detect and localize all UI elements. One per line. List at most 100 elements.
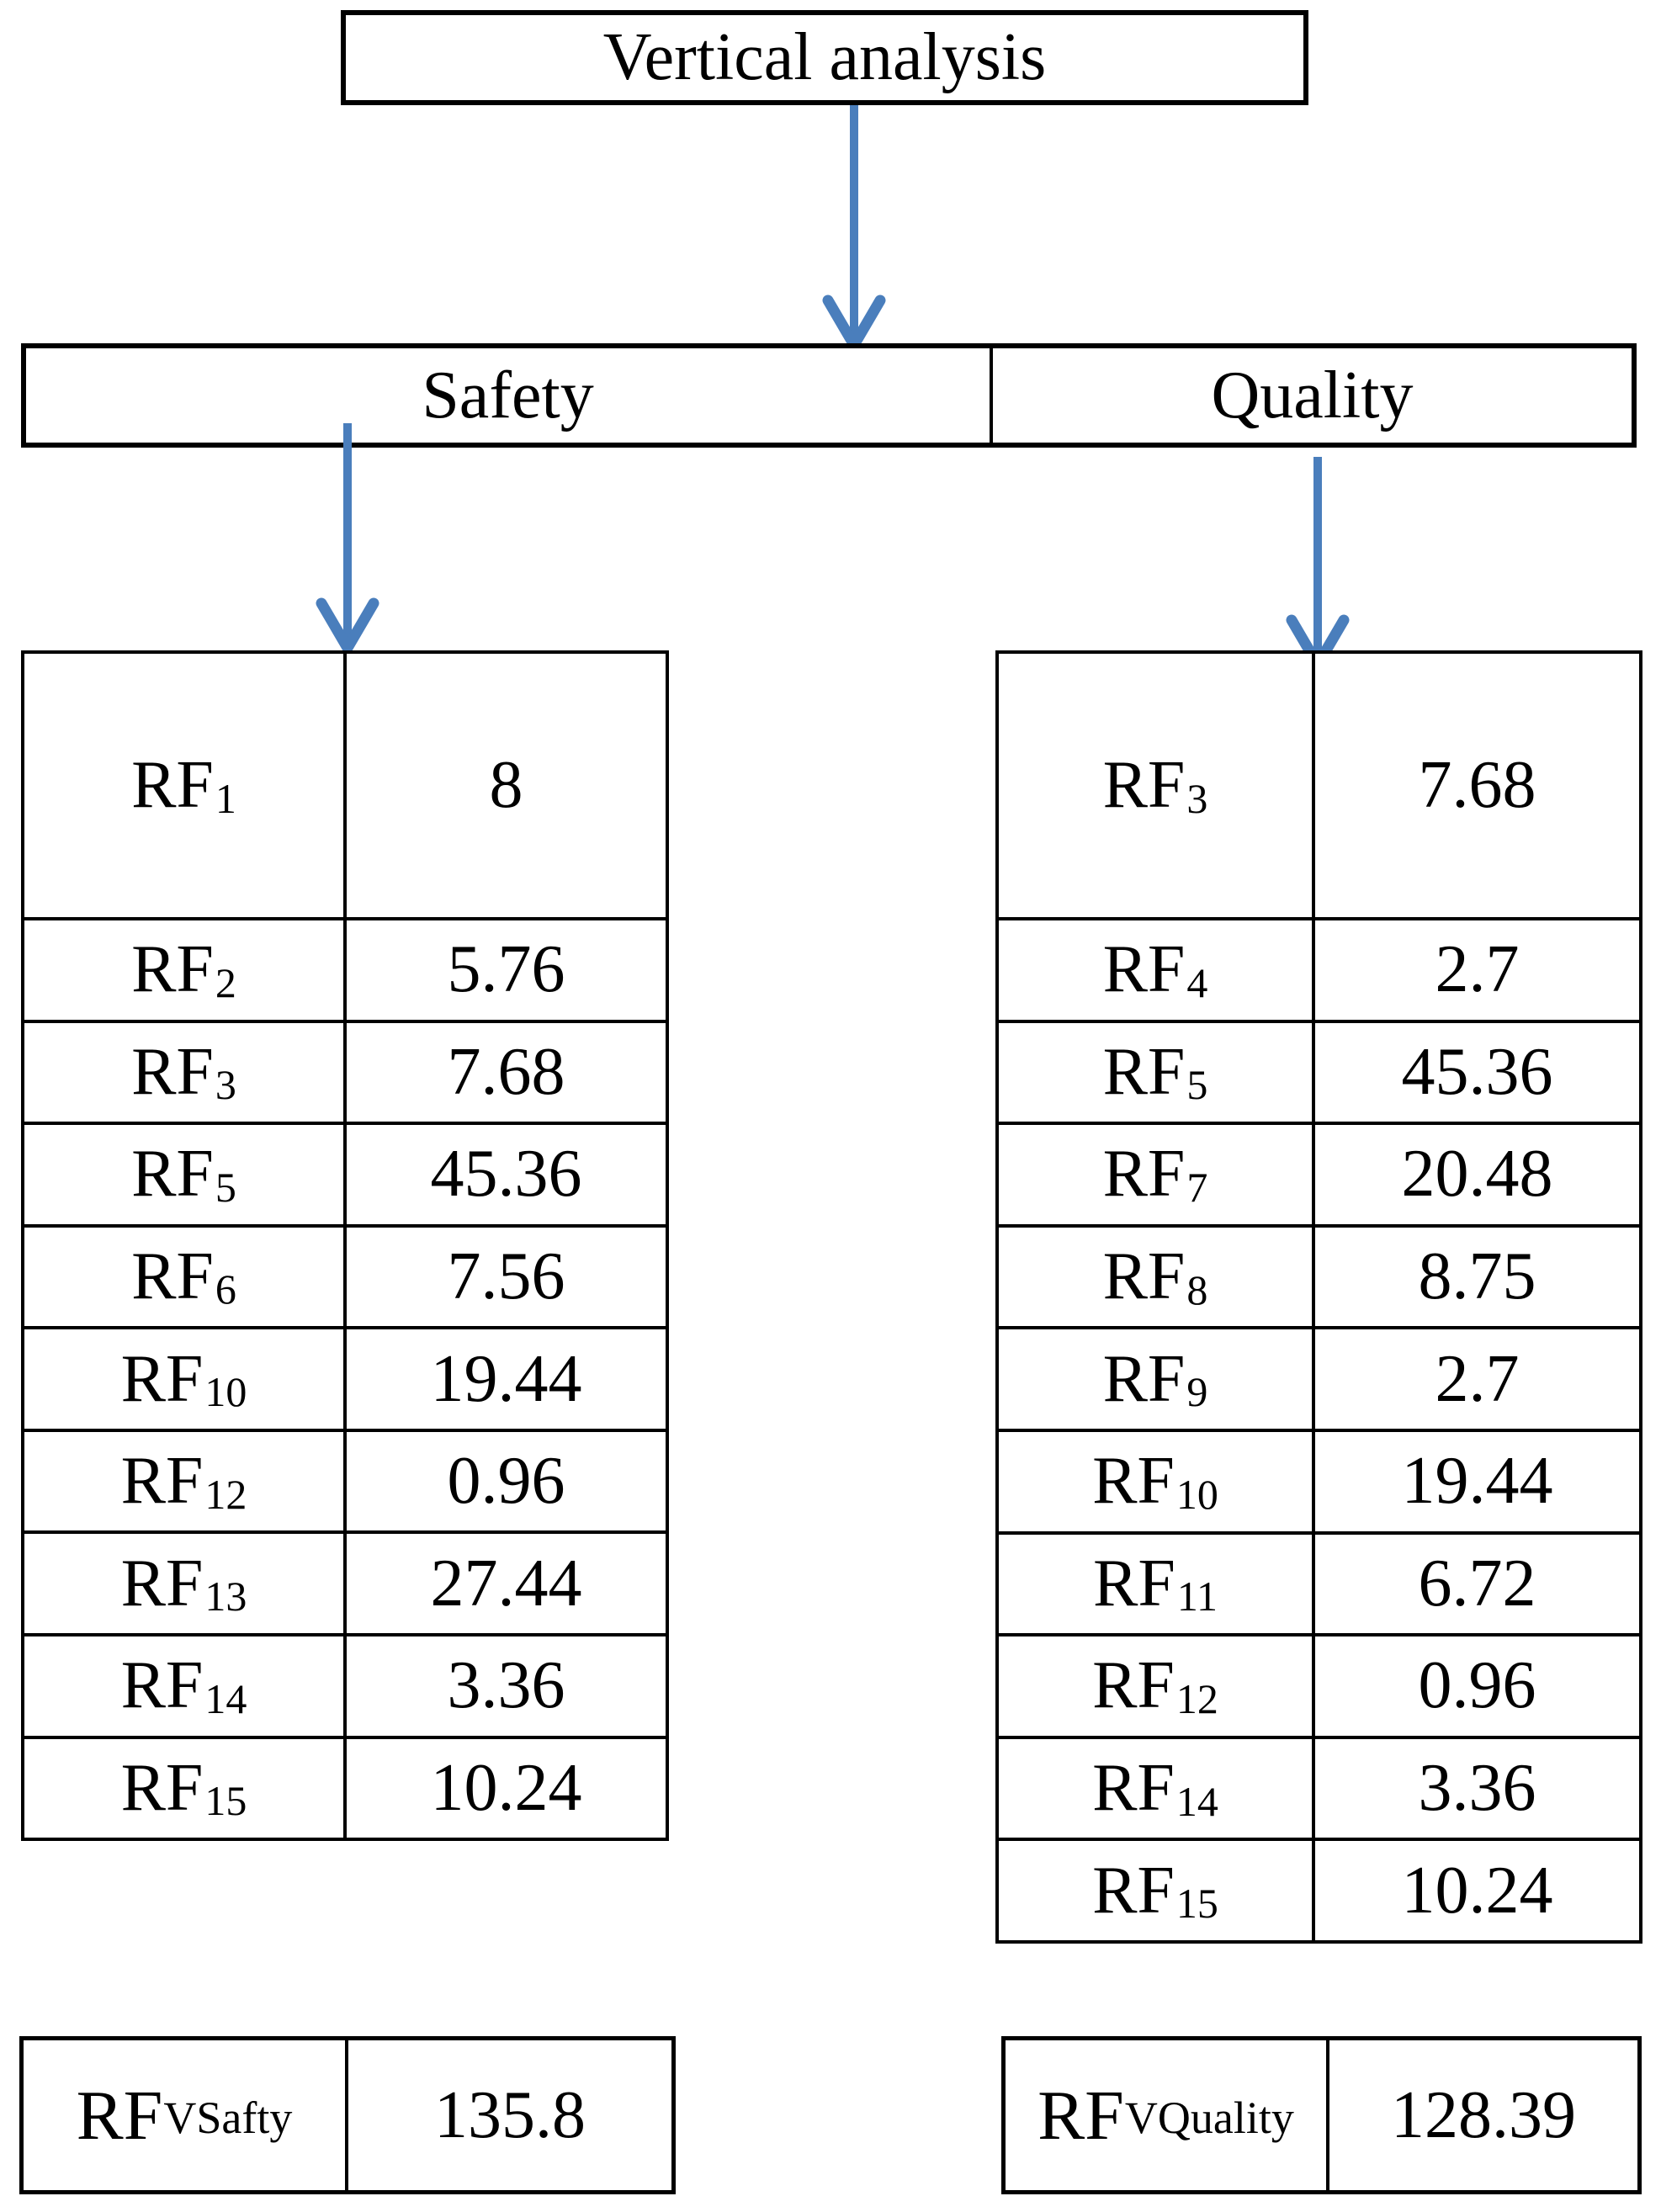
rf-label-cell: RF 15 <box>999 1841 1315 1940</box>
table-row: RF 15 10.24 <box>999 1838 1639 1940</box>
table-row: RF 2 5.76 <box>24 917 666 1020</box>
rf-subscript: 6 <box>215 1265 236 1313</box>
safety-total-box: RF VSafty 135.8 <box>19 2036 676 2194</box>
rf-prefix: RF <box>1102 1137 1186 1212</box>
rf-label-cell: RF 9 <box>999 1329 1315 1429</box>
rf-prefix: RF <box>1092 1751 1175 1826</box>
down-arrow-icon <box>822 105 886 351</box>
rf-value-cell: 7.68 <box>447 1034 565 1109</box>
rf-prefix: RF <box>1092 1648 1175 1723</box>
rf-subscript: 10 <box>204 1368 247 1416</box>
rf-prefix: RF <box>131 1034 214 1109</box>
safety-total-label-cell: RF VSafty <box>24 2040 348 2190</box>
rf-subscript: 15 <box>1175 1880 1218 1928</box>
rf-prefix: RF <box>120 1444 204 1519</box>
safety-table: RF 1 8 RF 2 5.76 RF 3 7.68 RF 5 45.36 RF 6 7.56 RF 10 19.… <box>21 650 669 1841</box>
rf-label-cell: RF 4 <box>999 920 1315 1020</box>
table-row: RF 11 6.72 <box>999 1530 1639 1634</box>
table-row: RF 13 27.44 <box>24 1530 666 1633</box>
rf-value-cell: 19.44 <box>1401 1444 1553 1519</box>
quality-total-label-cell: RF VQuality <box>1006 2040 1329 2190</box>
rf-value-cell: 10.24 <box>430 1750 582 1825</box>
rf-value-cell: 2.7 <box>1435 932 1520 1007</box>
table-row: RF 14 3.36 <box>999 1735 1639 1838</box>
rf-prefix: RF <box>1102 1239 1186 1314</box>
rf-value-cell: 8 <box>489 748 523 822</box>
rf-prefix: RF <box>131 932 214 1007</box>
quality-total-value: 128.39 <box>1391 2077 1576 2152</box>
rf-label-cell: RF 15 <box>24 1738 347 1838</box>
branch-header: Safety Quality <box>21 343 1637 448</box>
table-row: RF 5 45.36 <box>24 1122 666 1224</box>
rf-prefix: RF <box>131 1239 214 1313</box>
table-row: RF 5 45.36 <box>999 1019 1639 1122</box>
rf-subscript: 7 <box>1186 1163 1208 1211</box>
rf-label-cell: RF 10 <box>999 1431 1315 1531</box>
rf-value-cell: 0.96 <box>447 1444 565 1519</box>
rf-subscript: 12 <box>1175 1674 1218 1722</box>
rf-prefix: RF <box>131 748 214 822</box>
branch-safety-label: Safety <box>422 358 594 432</box>
rf-suffix: VQuality <box>1124 2092 1294 2143</box>
rf-value-cell: 19.44 <box>430 1341 582 1416</box>
rf-label-cell: RF 6 <box>24 1227 347 1327</box>
table-row: RF 4 2.7 <box>999 917 1639 1020</box>
rf-value-cell: 3.36 <box>1418 1751 1536 1826</box>
rf-subscript: 10 <box>1175 1470 1218 1518</box>
table-row: RF 8 8.75 <box>999 1223 1639 1327</box>
rf-subscript: 15 <box>204 1777 247 1825</box>
rf-label-cell: RF 1 <box>24 654 347 917</box>
rf-label-cell: RF 3 <box>24 1022 347 1122</box>
rf-label-cell: RF 14 <box>24 1636 347 1736</box>
rf-subscript: 13 <box>204 1573 247 1621</box>
rf-prefix: RF <box>1102 1034 1186 1109</box>
rf-prefix: RF <box>120 1750 204 1825</box>
rf-subscript: 11 <box>1176 1573 1218 1621</box>
rf-label-cell: RF 14 <box>999 1738 1315 1838</box>
branch-quality-label: Quality <box>1211 358 1414 432</box>
rf-subscript: 14 <box>1175 1777 1218 1825</box>
rf-subscript: 3 <box>1186 774 1208 822</box>
rf-label-cell: RF 12 <box>999 1636 1315 1736</box>
rf-value-cell: 45.36 <box>430 1137 582 1212</box>
rf-subscript: 9 <box>1186 1368 1208 1416</box>
rf-value-cell: 45.36 <box>1401 1034 1553 1109</box>
rf-prefix: RF <box>1102 932 1186 1007</box>
rf-value-cell: 7.56 <box>447 1239 565 1313</box>
rf-value-cell: 6.72 <box>1418 1546 1536 1621</box>
rf-value-cell: 5.76 <box>447 932 565 1007</box>
rf-label-cell: RF 7 <box>999 1125 1315 1224</box>
rf-subscript: 14 <box>204 1674 247 1722</box>
page-title: Vertical analysis <box>602 20 1047 94</box>
rf-prefix: RF <box>1102 1341 1186 1416</box>
rf-prefix: RF <box>131 1137 214 1212</box>
branch-safety: Safety <box>26 348 993 443</box>
table-row: RF 7 20.48 <box>999 1122 1639 1224</box>
rf-value-cell: 7.68 <box>1418 748 1536 822</box>
table-row: RF 1 8 <box>24 654 666 917</box>
rf-prefix: RF <box>1102 748 1186 822</box>
rf-subscript: 4 <box>1186 958 1208 1006</box>
quality-table: RF 3 7.68 RF 4 2.7 RF 5 45.36 RF 7 20.48 RF 8 8.75 RF 9 2… <box>995 650 1642 1944</box>
table-row: RF 6 7.56 <box>24 1223 666 1327</box>
rf-value-cell: 8.75 <box>1418 1239 1536 1314</box>
rf-subscript: 3 <box>215 1061 236 1109</box>
table-row: RF 12 0.96 <box>24 1428 666 1531</box>
rf-value-cell: 0.96 <box>1418 1648 1536 1723</box>
rf-label-cell: RF 8 <box>999 1227 1315 1327</box>
title-box: Vertical analysis <box>341 10 1308 105</box>
rf-prefix: RF <box>1092 1444 1175 1519</box>
rf-subscript: 12 <box>204 1470 247 1518</box>
rf-prefix: RF <box>120 1648 204 1723</box>
rf-label-cell: RF 5 <box>999 1022 1315 1122</box>
table-row: RF 3 7.68 <box>999 654 1639 917</box>
rf-prefix: RF <box>120 1546 204 1621</box>
rf-value-cell: 10.24 <box>1401 1853 1553 1928</box>
safety-total-value: 135.8 <box>434 2077 586 2152</box>
quality-total-box: RF VQuality 128.39 <box>1001 2036 1642 2194</box>
rf-subscript: 1 <box>215 774 236 822</box>
rf-value-cell: 27.44 <box>430 1546 582 1621</box>
table-row: RF 9 2.7 <box>999 1326 1639 1429</box>
rf-label-cell: RF 2 <box>24 920 347 1020</box>
table-row: RF 14 3.36 <box>24 1632 666 1736</box>
